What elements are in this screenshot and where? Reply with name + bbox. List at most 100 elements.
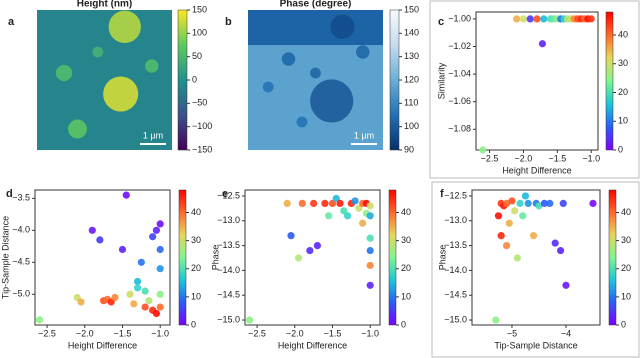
colorbar-tick-label: 30 [618, 58, 628, 68]
point [366, 234, 374, 242]
x-tick-label: −4 [561, 328, 571, 338]
panel-label: a [8, 16, 15, 28]
image-feature [55, 64, 73, 82]
y-tick-label: −15.0 [217, 314, 240, 324]
point [540, 199, 548, 208]
y-axis-label: Similarity [436, 62, 446, 99]
panel-label: b [225, 16, 232, 28]
y-tick-label: −14.0 [444, 265, 467, 275]
image [37, 10, 172, 150]
point [287, 232, 295, 240]
colorbar-tick-label: 10 [191, 291, 201, 301]
y-tick-label: −13.5 [444, 240, 467, 250]
panel-label: e [222, 188, 228, 200]
x-axis-label: Height Difference [278, 340, 347, 350]
y-tick-label: −1.08 [448, 124, 471, 134]
point [156, 265, 164, 273]
point [355, 204, 363, 212]
point [283, 199, 291, 208]
point [156, 220, 164, 228]
colorbar [178, 189, 187, 326]
point [538, 40, 547, 48]
x-tick-label: −2.5 [481, 153, 499, 163]
colorbar-tick-label: 0 [191, 319, 196, 329]
y-tick-label: −14.5 [217, 290, 240, 300]
colorbar-tick-label: −150 [192, 144, 212, 154]
point [351, 197, 359, 205]
colorbar-tick-label: 100 [192, 28, 207, 38]
colorbar-tick-label: 120 [404, 74, 419, 84]
point [137, 258, 145, 266]
point [519, 212, 527, 220]
image-feature [108, 10, 141, 43]
point [122, 191, 130, 199]
y-tick-label: −15.0 [444, 314, 467, 324]
y-tick-label: −12.5 [444, 190, 467, 200]
point [141, 287, 149, 295]
point [587, 15, 595, 23]
point [340, 207, 348, 215]
image-feature [268, 24, 282, 38]
colorbar-tick-label: 110 [404, 98, 418, 108]
point [533, 15, 541, 23]
point [325, 212, 333, 220]
x-axis-label: Height Difference [68, 340, 137, 350]
y-axis-label: Tip-Sample Distance [0, 216, 10, 299]
x-tick-label: −1.0 [582, 153, 600, 163]
point [328, 199, 337, 208]
y-tick-label: −13.0 [217, 215, 240, 225]
colorbar-tick-label: 30 [621, 235, 631, 245]
point [245, 316, 254, 324]
point [332, 194, 340, 203]
point [298, 199, 306, 208]
colorbar-tick-label: 150 [192, 4, 207, 14]
point [524, 199, 532, 208]
colorbar-tick-label: 50 [192, 51, 202, 61]
image-feature [356, 45, 370, 59]
colorbar-tick-label: 30 [401, 235, 411, 245]
point [366, 246, 374, 255]
point [366, 212, 374, 220]
colorbar-tick-label: 40 [618, 29, 628, 39]
colorbar-tick-label: 130 [404, 51, 419, 61]
y-tick-label: −1.00 [448, 13, 471, 23]
point [513, 15, 521, 23]
point [156, 290, 164, 298]
point [366, 202, 374, 210]
point [513, 254, 521, 262]
image-feature [310, 79, 354, 123]
panel-label: d [6, 188, 13, 200]
colorbar [388, 189, 397, 326]
panel-frame [431, 181, 640, 358]
point [88, 226, 96, 234]
point [156, 245, 164, 254]
image-feature [281, 52, 296, 66]
point [502, 241, 511, 250]
image-feature [310, 67, 321, 79]
y-tick-label: −13.5 [217, 240, 240, 250]
y-tick-label: −3.5 [12, 193, 30, 203]
x-tick-label: −1.0 [151, 328, 169, 338]
point [492, 316, 500, 324]
plot-frame [34, 189, 171, 326]
point [294, 254, 303, 262]
panel-label: c [438, 16, 444, 28]
colorbar-tick-label: 10 [621, 291, 631, 301]
point [359, 219, 367, 227]
image-feature [92, 46, 104, 58]
point [149, 233, 157, 241]
colorbar-tick-label: 20 [401, 263, 411, 273]
y-tick-label: −1.02 [448, 41, 471, 51]
point [526, 15, 534, 23]
y-tick-label: −12.5 [217, 190, 240, 200]
colorbar-tick-label: 20 [191, 263, 201, 273]
x-tick-label: −1.5 [114, 328, 132, 338]
plot-frame [475, 11, 599, 151]
image-region [248, 10, 383, 45]
colorbar [608, 189, 617, 326]
x-tick-label: −2.5 [248, 328, 266, 338]
y-tick-label: −13.0 [444, 215, 467, 225]
point [511, 207, 519, 215]
point [519, 15, 528, 23]
